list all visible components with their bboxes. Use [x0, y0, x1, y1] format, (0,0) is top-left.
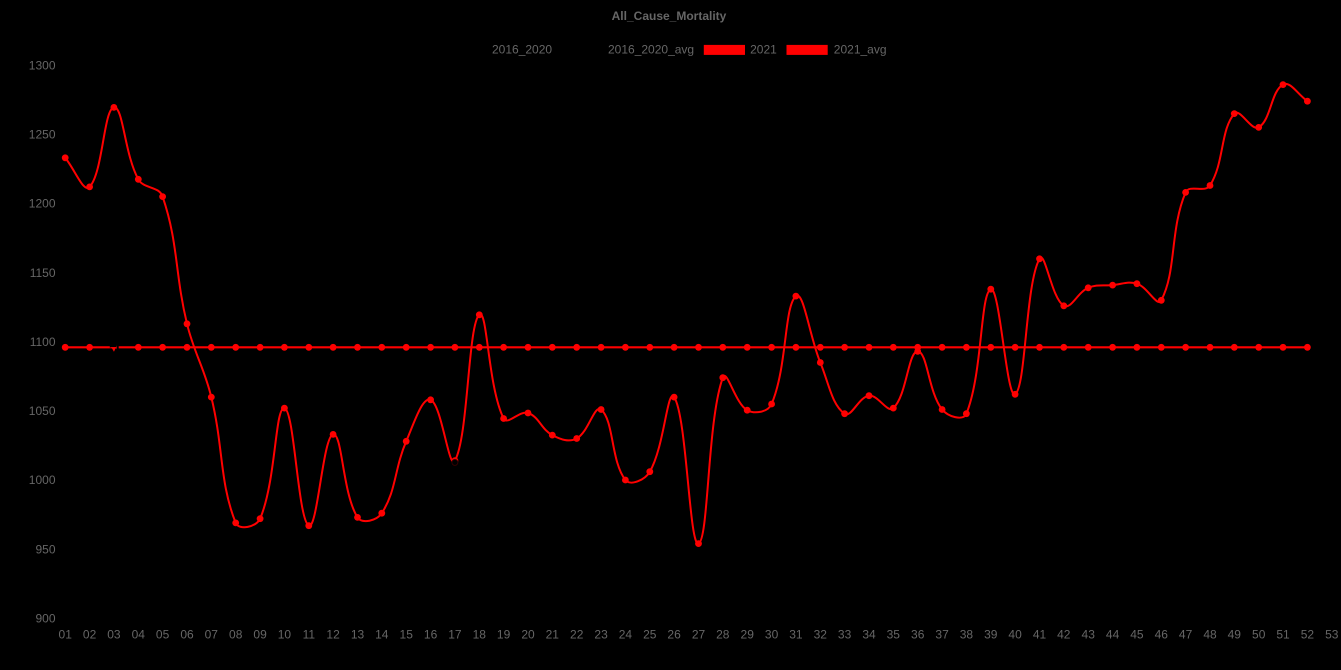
svg-text:06: 06 [180, 627, 194, 641]
svg-text:37: 37 [935, 627, 949, 641]
svg-text:900: 900 [35, 612, 55, 626]
svg-text:24: 24 [619, 627, 633, 641]
svg-text:05: 05 [156, 627, 170, 641]
svg-text:All_Cause_Mortality: All_Cause_Mortality [612, 9, 727, 23]
svg-text:13: 13 [351, 627, 365, 641]
svg-text:04: 04 [132, 627, 146, 641]
svg-text:26: 26 [667, 627, 681, 641]
svg-text:48: 48 [1203, 627, 1217, 641]
svg-text:35: 35 [887, 627, 901, 641]
svg-text:2016_2020_avg: 2016_2020_avg [608, 43, 694, 57]
svg-text:34: 34 [862, 627, 876, 641]
svg-text:1300: 1300 [29, 58, 56, 72]
svg-text:1250: 1250 [29, 128, 56, 142]
svg-text:45: 45 [1130, 627, 1144, 641]
svg-text:03: 03 [107, 627, 121, 641]
svg-text:1100: 1100 [30, 335, 56, 349]
svg-text:25: 25 [643, 627, 657, 641]
svg-text:32: 32 [814, 627, 828, 641]
svg-text:12: 12 [326, 627, 340, 641]
svg-text:1000: 1000 [29, 473, 56, 487]
svg-text:31: 31 [789, 627, 803, 641]
svg-text:09: 09 [253, 627, 267, 641]
svg-text:22: 22 [570, 627, 584, 641]
svg-text:40: 40 [1008, 627, 1022, 641]
svg-text:29: 29 [741, 627, 755, 641]
svg-text:18: 18 [473, 627, 487, 641]
svg-text:2021: 2021 [750, 43, 777, 57]
svg-text:15: 15 [400, 627, 414, 641]
svg-text:14: 14 [375, 627, 389, 641]
svg-text:1200: 1200 [29, 197, 56, 211]
svg-text:42: 42 [1057, 627, 1071, 641]
svg-text:21: 21 [546, 627, 560, 641]
svg-text:47: 47 [1179, 627, 1193, 641]
svg-text:50: 50 [1252, 627, 1266, 641]
svg-text:950: 950 [35, 542, 55, 556]
svg-text:11: 11 [303, 627, 316, 641]
svg-text:52: 52 [1301, 627, 1315, 641]
svg-text:08: 08 [229, 627, 243, 641]
svg-text:30: 30 [765, 627, 779, 641]
svg-text:2021_avg: 2021_avg [834, 43, 887, 57]
svg-text:46: 46 [1155, 627, 1169, 641]
svg-text:2016_2020: 2016_2020 [492, 43, 552, 57]
svg-text:33: 33 [838, 627, 852, 641]
svg-text:01: 01 [59, 627, 73, 641]
svg-text:1150: 1150 [30, 266, 56, 280]
svg-text:17: 17 [448, 627, 462, 641]
svg-text:02: 02 [83, 627, 97, 641]
svg-text:41: 41 [1033, 627, 1047, 641]
svg-text:53: 53 [1325, 627, 1339, 641]
svg-text:16: 16 [424, 627, 438, 641]
svg-text:38: 38 [960, 627, 974, 641]
svg-text:43: 43 [1082, 627, 1096, 641]
svg-text:51: 51 [1276, 627, 1290, 641]
svg-text:49: 49 [1228, 627, 1242, 641]
svg-text:28: 28 [716, 627, 730, 641]
svg-text:19: 19 [497, 627, 511, 641]
svg-text:07: 07 [205, 627, 219, 641]
svg-text:36: 36 [911, 627, 925, 641]
svg-text:20: 20 [521, 627, 535, 641]
svg-text:39: 39 [984, 627, 998, 641]
svg-text:27: 27 [692, 627, 706, 641]
svg-text:10: 10 [278, 627, 292, 641]
svg-text:44: 44 [1106, 627, 1120, 641]
svg-text:23: 23 [594, 627, 608, 641]
svg-text:1050: 1050 [29, 404, 56, 418]
